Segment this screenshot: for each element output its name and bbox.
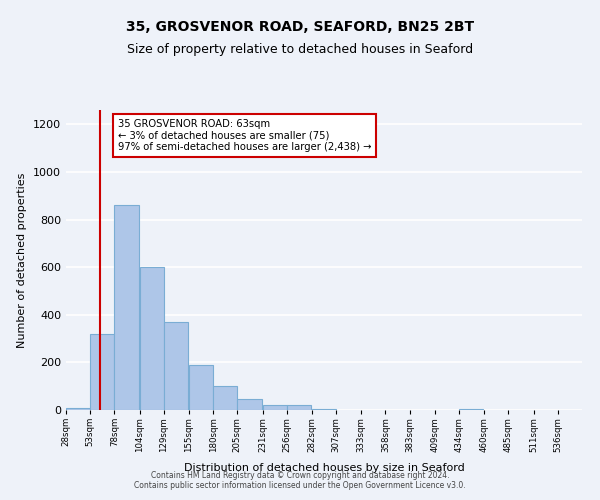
- Bar: [238, 399, 262, 410]
- Bar: [189, 365, 213, 410]
- X-axis label: Distribution of detached houses by size in Seaford: Distribution of detached houses by size …: [184, 463, 464, 473]
- Bar: [263, 405, 287, 410]
- Bar: [459, 409, 483, 410]
- Bar: [115, 205, 139, 410]
- Bar: [213, 386, 238, 410]
- Y-axis label: Number of detached properties: Number of detached properties: [17, 172, 28, 348]
- Bar: [312, 409, 336, 410]
- Bar: [164, 322, 188, 410]
- Text: Size of property relative to detached houses in Seaford: Size of property relative to detached ho…: [127, 42, 473, 56]
- Bar: [90, 334, 115, 410]
- Text: 35 GROSVENOR ROAD: 63sqm
← 3% of detached houses are smaller (75)
97% of semi-de: 35 GROSVENOR ROAD: 63sqm ← 3% of detache…: [118, 119, 371, 152]
- Bar: [287, 405, 311, 410]
- Text: Contains HM Land Registry data © Crown copyright and database right 2024.
Contai: Contains HM Land Registry data © Crown c…: [134, 470, 466, 490]
- Text: 35, GROSVENOR ROAD, SEAFORD, BN25 2BT: 35, GROSVENOR ROAD, SEAFORD, BN25 2BT: [126, 20, 474, 34]
- Bar: [140, 267, 164, 410]
- Bar: [66, 408, 90, 410]
